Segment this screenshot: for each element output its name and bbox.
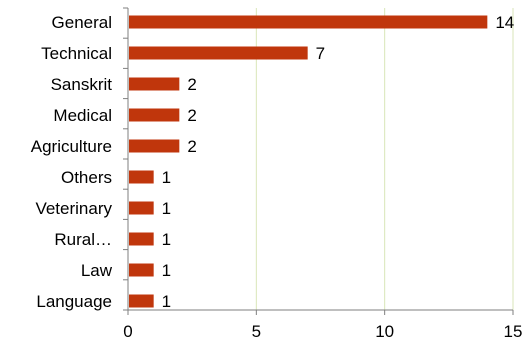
category-label-sanskrit: Sanskrit — [51, 75, 113, 94]
category-label-rural: Rural… — [54, 230, 112, 249]
bars — [129, 15, 488, 308]
x-tick-label-15: 15 — [504, 322, 523, 341]
data-label-veterinary: 1 — [162, 199, 171, 218]
data-label-technical: 7 — [316, 44, 325, 63]
category-label-language: Language — [36, 292, 112, 311]
category-label-veterinary: Veterinary — [35, 199, 112, 218]
x-tick-label-10: 10 — [375, 322, 394, 341]
category-label-technical: Technical — [41, 44, 112, 63]
category-label-medical: Medical — [53, 106, 112, 125]
bar-technical — [129, 46, 308, 60]
bar-sanskrit — [129, 77, 180, 91]
bar-rural — [129, 232, 154, 246]
category-label-others: Others — [61, 168, 112, 187]
bar-language — [129, 294, 154, 308]
data-label-others: 1 — [162, 168, 171, 187]
data-label-agriculture: 2 — [187, 137, 196, 156]
bar-veterinary — [129, 201, 154, 215]
category-label-law: Law — [81, 261, 113, 280]
data-label-law: 1 — [162, 261, 171, 280]
data-label-sanskrit: 2 — [187, 75, 196, 94]
bar-agriculture — [129, 139, 180, 153]
category-label-agriculture: Agriculture — [31, 137, 112, 156]
data-label-general: 14 — [495, 13, 514, 32]
bar-others — [129, 170, 154, 184]
bar-law — [129, 263, 154, 277]
data-label-medical: 2 — [187, 106, 196, 125]
data-label-language: 1 — [162, 292, 171, 311]
x-tick-label-0: 0 — [123, 322, 132, 341]
data-label-rural: 1 — [162, 230, 171, 249]
bar-general — [129, 15, 488, 29]
labels: General 14 Technical 7 Sanskrit 2 Medical 2 Agri… — [31, 13, 523, 341]
bar-medical — [129, 108, 180, 122]
category-label-general: General — [52, 13, 112, 32]
x-tick-label-5: 5 — [252, 322, 261, 341]
axes — [123, 7, 514, 315]
